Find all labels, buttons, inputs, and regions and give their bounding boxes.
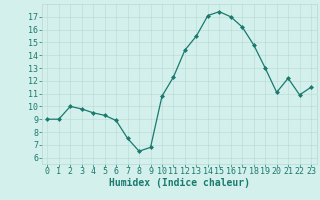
X-axis label: Humidex (Indice chaleur): Humidex (Indice chaleur) xyxy=(109,178,250,188)
